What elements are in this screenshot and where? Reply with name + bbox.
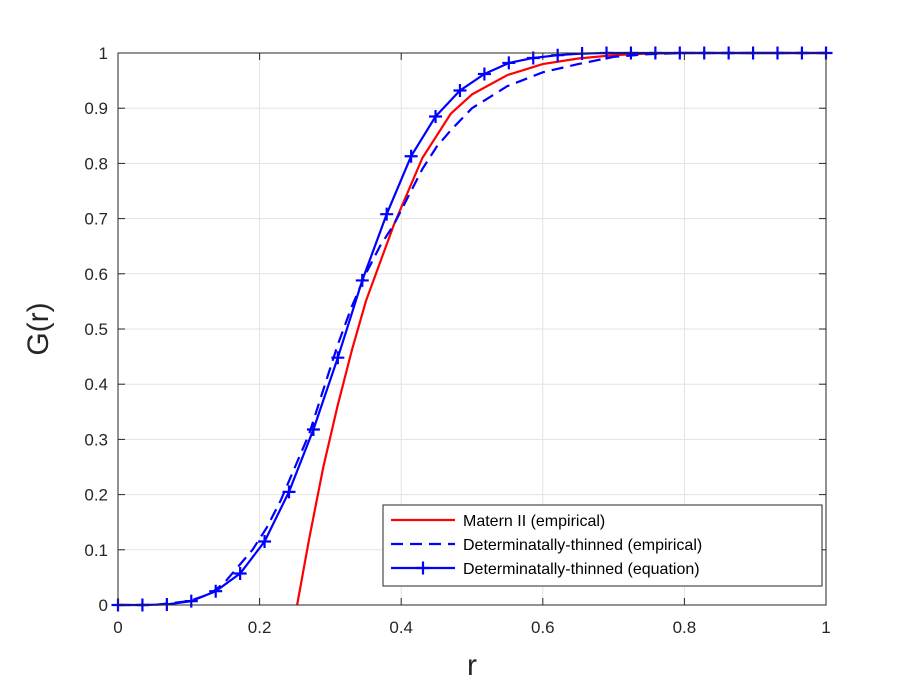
data-point-marker <box>477 67 491 81</box>
data-point-marker <box>404 149 418 163</box>
legend-box <box>382 504 823 587</box>
y-tick-label: 0.3 <box>84 430 108 449</box>
y-tick-label: 0 <box>99 596 108 615</box>
legend-item: Matern II (empirical) <box>391 513 605 530</box>
legend-label: Matern II (empirical) <box>463 513 605 530</box>
data-point-marker <box>551 48 565 62</box>
y-tick-label: 0.9 <box>84 99 108 118</box>
x-tick-label: 0.6 <box>531 618 555 637</box>
y-tick-label: 1 <box>99 44 108 63</box>
tick-labels: 0 0.2 0.4 0.6 0.8 1 0 0.1 0.2 0.3 0.4 0.5 0.6 0.7 0.8 0… <box>84 44 830 637</box>
data-point-marker <box>526 51 540 65</box>
y-tick-label: 0.6 <box>84 265 108 284</box>
x-tick-label: 0.4 <box>389 618 413 637</box>
data-point-marker <box>209 584 223 598</box>
y-tick-label: 0.2 <box>84 486 108 505</box>
x-tick-label: 0.2 <box>248 618 272 637</box>
data-point-marker <box>429 109 443 123</box>
y-tick-label: 0.7 <box>84 210 108 229</box>
data-point-marker <box>282 485 296 499</box>
x-tick-label: 0 <box>113 618 122 637</box>
data-point-marker <box>355 273 369 287</box>
legend-label: Determinatally-thinned (empirical) <box>463 537 702 554</box>
data-point-marker <box>306 422 320 436</box>
data-point-marker <box>258 535 272 549</box>
legend-item: Determinatally-thinned (equation) <box>391 561 700 578</box>
data-point-marker <box>502 56 516 70</box>
data-point-marker <box>380 207 394 221</box>
x-tick-label: 1 <box>821 618 830 637</box>
x-tick-label: 0.8 <box>673 618 697 637</box>
y-tick-label: 0.5 <box>84 320 108 339</box>
data-point-marker <box>453 84 467 98</box>
legend-marker <box>416 561 430 575</box>
y-tick-label: 0.4 <box>84 375 108 394</box>
legend: Matern II (empirical) Determinatally-thin… <box>382 504 823 587</box>
data-point-marker <box>331 351 345 365</box>
plot-frame <box>117 52 827 606</box>
data-point-marker <box>575 47 589 61</box>
x-axis-title: r <box>467 649 477 682</box>
data-point-marker <box>233 567 247 581</box>
y-axis-title: G(r) <box>22 302 55 355</box>
legend-label: Determinatally-thinned (equation) <box>463 561 700 578</box>
data-point-marker <box>160 597 174 611</box>
legend-item: Determinatally-thinned (empirical) <box>391 537 702 554</box>
y-tick-label: 0.1 <box>84 541 108 560</box>
y-tick-label: 0.8 <box>84 154 108 173</box>
